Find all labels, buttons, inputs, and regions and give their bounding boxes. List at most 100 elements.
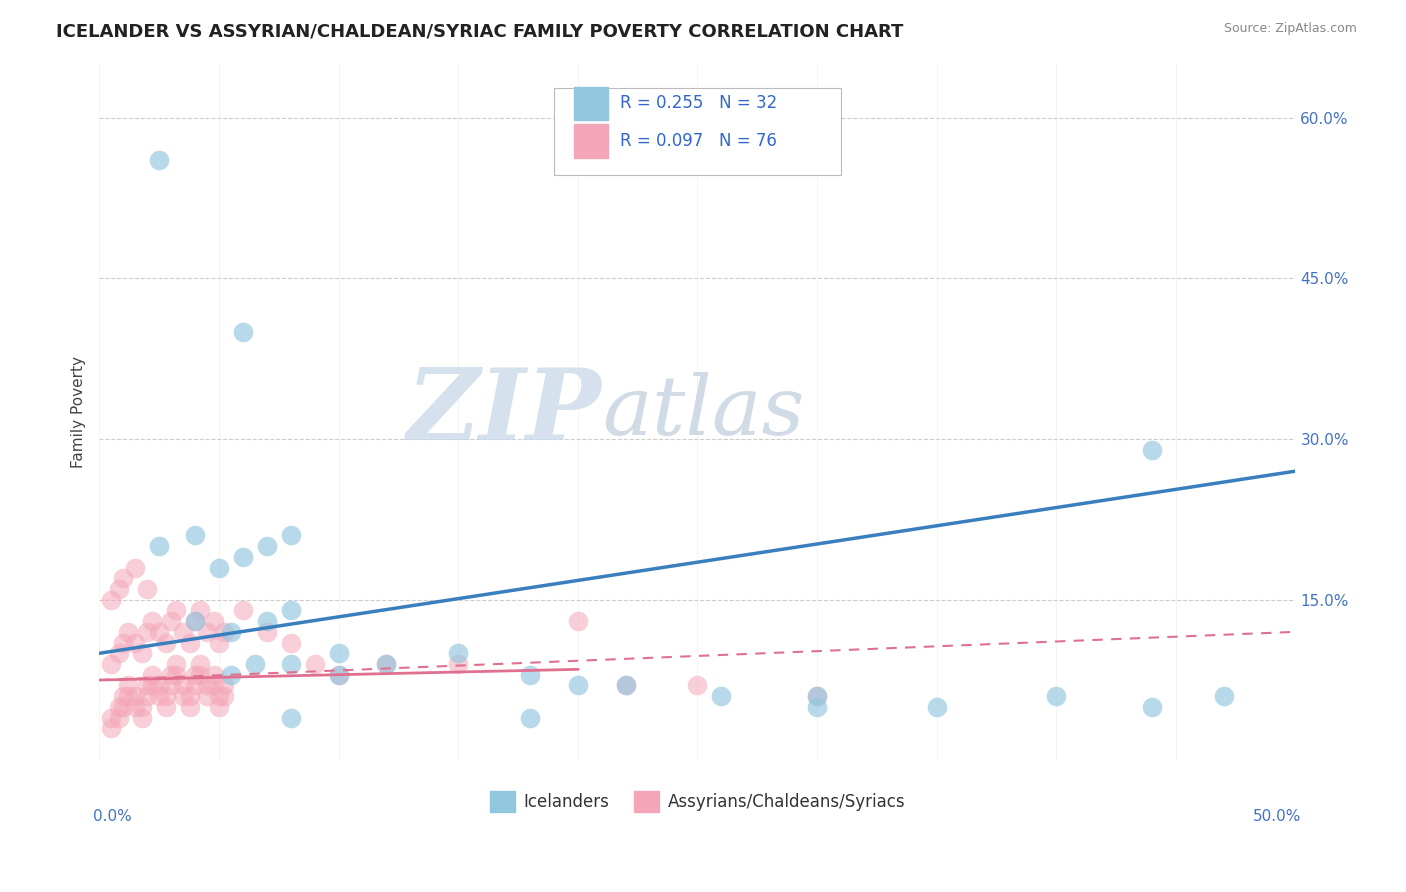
Point bbox=[184, 667, 207, 681]
Point bbox=[686, 678, 709, 692]
Point bbox=[155, 635, 177, 649]
FancyBboxPatch shape bbox=[554, 88, 841, 176]
Point bbox=[136, 689, 159, 703]
Point bbox=[100, 710, 122, 724]
Point bbox=[328, 667, 350, 681]
Point bbox=[212, 689, 235, 703]
Point bbox=[447, 657, 470, 671]
Point bbox=[155, 689, 177, 703]
Point bbox=[447, 646, 470, 660]
Point bbox=[188, 603, 211, 617]
Point bbox=[567, 678, 589, 692]
Point bbox=[202, 667, 225, 681]
Point bbox=[131, 646, 153, 660]
Point bbox=[136, 678, 159, 692]
Point bbox=[256, 539, 278, 553]
Point bbox=[172, 689, 194, 703]
Text: Source: ZipAtlas.com: Source: ZipAtlas.com bbox=[1223, 22, 1357, 36]
Point bbox=[112, 635, 135, 649]
Point bbox=[806, 689, 828, 703]
Point bbox=[184, 678, 207, 692]
Point bbox=[519, 667, 541, 681]
Point bbox=[614, 678, 637, 692]
Point bbox=[806, 689, 828, 703]
Y-axis label: Family Poverty: Family Poverty bbox=[72, 356, 86, 468]
Point bbox=[172, 624, 194, 639]
Point bbox=[179, 635, 201, 649]
Point bbox=[256, 624, 278, 639]
Text: 0.0%: 0.0% bbox=[93, 809, 132, 824]
Point bbox=[232, 325, 254, 339]
Point bbox=[232, 549, 254, 564]
Point bbox=[148, 624, 170, 639]
Point bbox=[148, 539, 170, 553]
Point bbox=[184, 614, 207, 628]
Point bbox=[141, 667, 163, 681]
Point bbox=[519, 710, 541, 724]
Point bbox=[195, 689, 218, 703]
Point bbox=[280, 635, 302, 649]
Point bbox=[124, 689, 146, 703]
Point bbox=[155, 699, 177, 714]
Point bbox=[165, 603, 187, 617]
Point bbox=[202, 614, 225, 628]
Point bbox=[160, 667, 183, 681]
Point bbox=[112, 699, 135, 714]
Point bbox=[710, 689, 733, 703]
Point bbox=[117, 624, 139, 639]
Point bbox=[117, 678, 139, 692]
Point bbox=[195, 624, 218, 639]
Point bbox=[328, 646, 350, 660]
Point bbox=[806, 699, 828, 714]
Bar bbox=[574, 124, 607, 158]
Point bbox=[124, 560, 146, 574]
Point bbox=[107, 710, 129, 724]
Point bbox=[256, 614, 278, 628]
Text: 50.0%: 50.0% bbox=[1253, 809, 1302, 824]
Text: atlas: atlas bbox=[602, 372, 804, 452]
Point bbox=[208, 635, 231, 649]
Point bbox=[160, 678, 183, 692]
Point bbox=[112, 571, 135, 585]
Point bbox=[131, 710, 153, 724]
Point bbox=[165, 657, 187, 671]
Point bbox=[328, 667, 350, 681]
Point bbox=[208, 689, 231, 703]
Point bbox=[136, 582, 159, 596]
Point bbox=[160, 614, 183, 628]
Point bbox=[925, 699, 948, 714]
Point bbox=[172, 678, 194, 692]
Point bbox=[124, 635, 146, 649]
Point bbox=[184, 614, 207, 628]
Point bbox=[614, 678, 637, 692]
Point bbox=[188, 667, 211, 681]
Point bbox=[165, 667, 187, 681]
Point bbox=[212, 678, 235, 692]
Point bbox=[243, 657, 266, 671]
Point bbox=[212, 624, 235, 639]
Text: ICELANDER VS ASSYRIAN/CHALDEAN/SYRIAC FAMILY POVERTY CORRELATION CHART: ICELANDER VS ASSYRIAN/CHALDEAN/SYRIAC FA… bbox=[56, 22, 904, 40]
Point bbox=[131, 699, 153, 714]
Point bbox=[304, 657, 326, 671]
Legend: Icelanders, Assyrians/Chaldeans/Syriacs: Icelanders, Assyrians/Chaldeans/Syriacs bbox=[484, 785, 911, 818]
Point bbox=[100, 657, 122, 671]
Text: R = 0.255   N = 32: R = 0.255 N = 32 bbox=[620, 95, 778, 112]
Point bbox=[179, 699, 201, 714]
Point bbox=[112, 689, 135, 703]
Text: ZIP: ZIP bbox=[406, 364, 602, 460]
Point bbox=[208, 699, 231, 714]
Point bbox=[107, 699, 129, 714]
Point bbox=[280, 657, 302, 671]
Point bbox=[188, 657, 211, 671]
Point bbox=[184, 528, 207, 542]
Point bbox=[208, 560, 231, 574]
Bar bbox=[574, 87, 607, 120]
Point bbox=[202, 678, 225, 692]
Point bbox=[280, 603, 302, 617]
Point bbox=[100, 721, 122, 735]
Point bbox=[148, 678, 170, 692]
Point bbox=[148, 689, 170, 703]
Point bbox=[280, 710, 302, 724]
Point bbox=[148, 153, 170, 168]
Point bbox=[117, 689, 139, 703]
